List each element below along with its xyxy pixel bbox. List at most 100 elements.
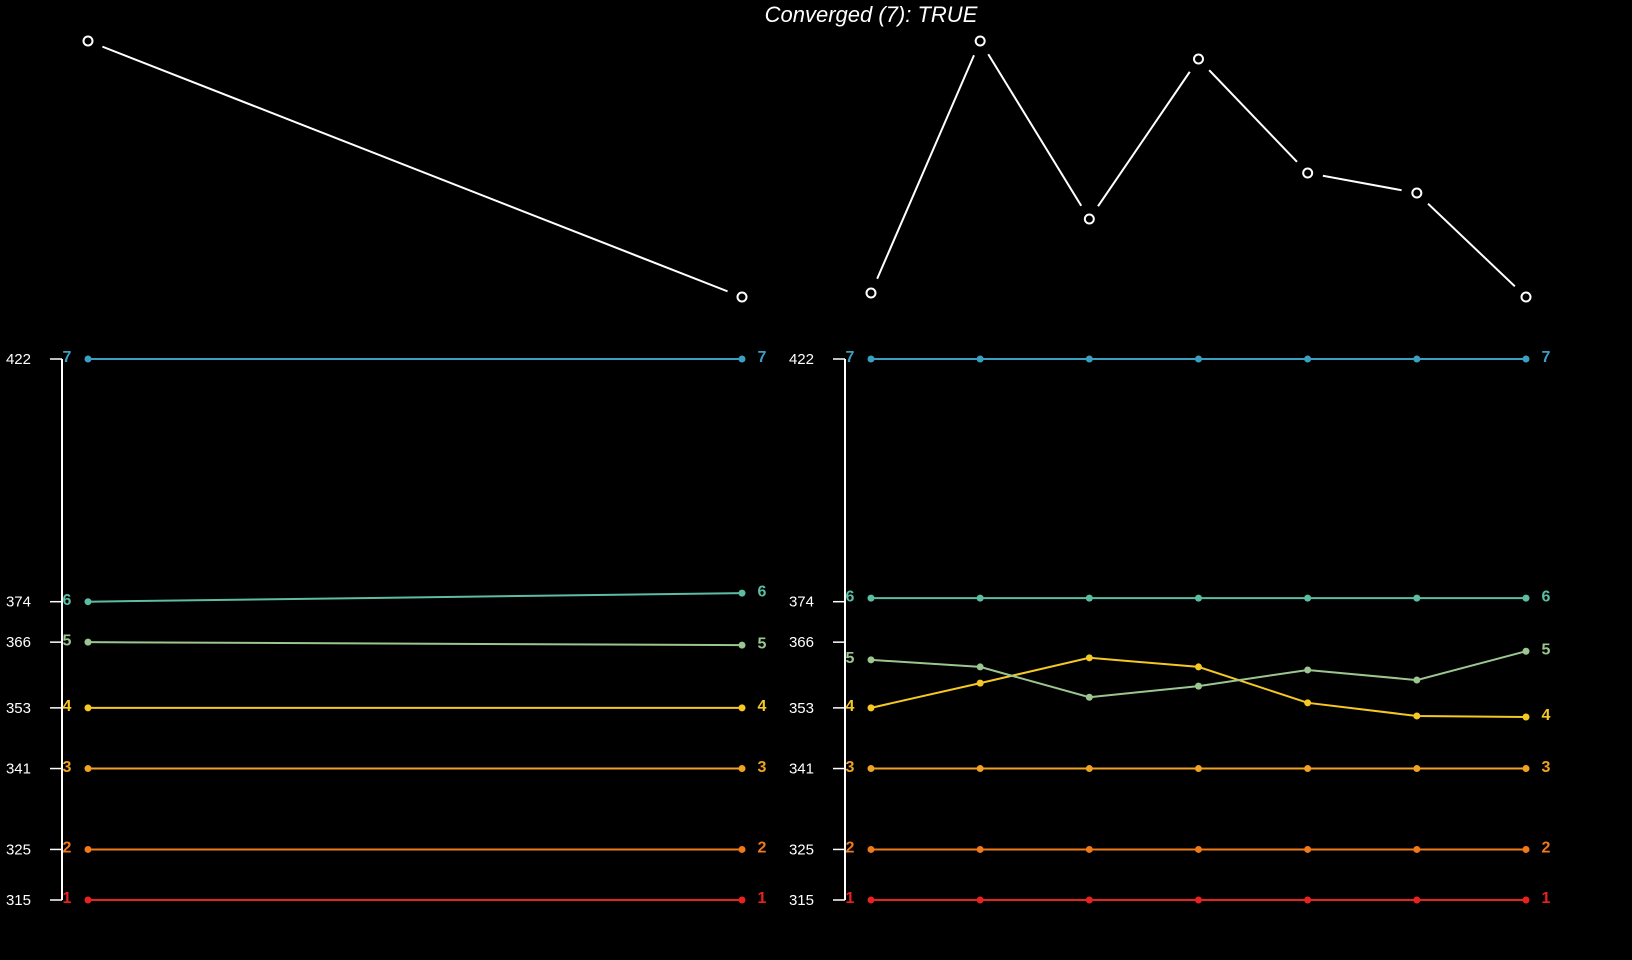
point [1304, 355, 1312, 363]
series-line [870, 650, 1527, 699]
series-label: 5 [63, 632, 72, 649]
y-tick-label: 422 [789, 351, 814, 368]
point-gap [855, 277, 887, 309]
y-tick-label: 353 [789, 700, 814, 717]
point [1413, 712, 1421, 720]
point [1411, 187, 1423, 199]
series-label: 7 [1542, 349, 1551, 366]
series-label: 6 [63, 592, 72, 609]
point [1522, 594, 1530, 602]
point [738, 765, 746, 773]
series-label: 5 [846, 650, 855, 667]
y-tick-label: 315 [6, 892, 31, 909]
point [1304, 765, 1312, 773]
series-line [87, 641, 743, 647]
point-gap [1401, 177, 1433, 209]
point [1085, 765, 1093, 773]
point [1193, 53, 1204, 65]
point [1413, 765, 1421, 773]
point [1304, 845, 1312, 853]
point [1195, 896, 1202, 904]
point [1195, 355, 1202, 363]
point [1522, 647, 1530, 655]
point [84, 355, 92, 363]
series-label: 6 [1542, 588, 1551, 605]
series-label: 2 [63, 840, 72, 857]
point [867, 594, 875, 602]
point [1195, 663, 1202, 671]
point [976, 663, 984, 671]
point [1522, 896, 1530, 904]
point [1304, 896, 1312, 904]
y-tick-label: 325 [789, 841, 814, 858]
point [1522, 765, 1530, 773]
point [976, 765, 984, 773]
series-label: 7 [758, 349, 767, 366]
point [1522, 355, 1530, 363]
point [736, 291, 748, 303]
point [867, 845, 875, 853]
point [865, 287, 877, 299]
point [738, 896, 746, 904]
point [1520, 291, 1532, 303]
point [82, 35, 94, 47]
point [84, 896, 92, 904]
series-label: 7 [63, 349, 72, 366]
series-label: 4 [758, 698, 767, 715]
y-tick-label: 341 [6, 761, 31, 778]
series-label: 7 [846, 349, 855, 366]
point [1522, 845, 1530, 853]
point [976, 355, 984, 363]
point [867, 896, 875, 904]
point [867, 355, 875, 363]
series-label: 5 [1542, 641, 1551, 658]
point [738, 845, 746, 853]
y-tick-label: 325 [6, 841, 31, 858]
point [867, 765, 875, 773]
y-tick-label: 422 [6, 351, 31, 368]
point [1085, 594, 1093, 602]
series-line [870, 38, 1527, 298]
point-gap [726, 281, 758, 313]
series-line [87, 40, 743, 298]
series-label: 6 [758, 583, 767, 600]
point-gap [1073, 203, 1105, 235]
point [976, 845, 984, 853]
series-label: 1 [846, 890, 855, 907]
point [867, 704, 875, 712]
point [1085, 845, 1093, 853]
point-gap [1183, 43, 1214, 75]
point [738, 355, 746, 363]
point [1413, 676, 1421, 684]
point [1413, 355, 1421, 363]
y-tick-label: 374 [6, 594, 31, 611]
series-label: 4 [846, 698, 855, 715]
series-label: 3 [846, 759, 855, 776]
y-tick-label: 366 [789, 634, 814, 651]
point [1413, 896, 1421, 904]
point-gap [1292, 157, 1324, 189]
series-label: 1 [63, 890, 72, 907]
y-tick-label: 315 [789, 892, 814, 909]
point-gap [1510, 281, 1542, 313]
series-label: 3 [1542, 759, 1551, 776]
point [84, 638, 92, 646]
point [974, 35, 986, 47]
point [1195, 594, 1202, 602]
point [84, 845, 92, 853]
point [1195, 682, 1202, 690]
series-line [87, 592, 743, 603]
y-tick-label: 366 [6, 634, 31, 651]
point [738, 641, 746, 649]
y-tick-label: 353 [6, 700, 31, 717]
series-label: 3 [758, 759, 767, 776]
point [1085, 693, 1093, 701]
chart-title: Converged (7): TRUE [765, 2, 978, 27]
point [1085, 355, 1093, 363]
point [738, 589, 746, 597]
point [84, 704, 92, 712]
point [976, 594, 984, 602]
point [1304, 666, 1312, 674]
series-label: 5 [758, 635, 767, 652]
